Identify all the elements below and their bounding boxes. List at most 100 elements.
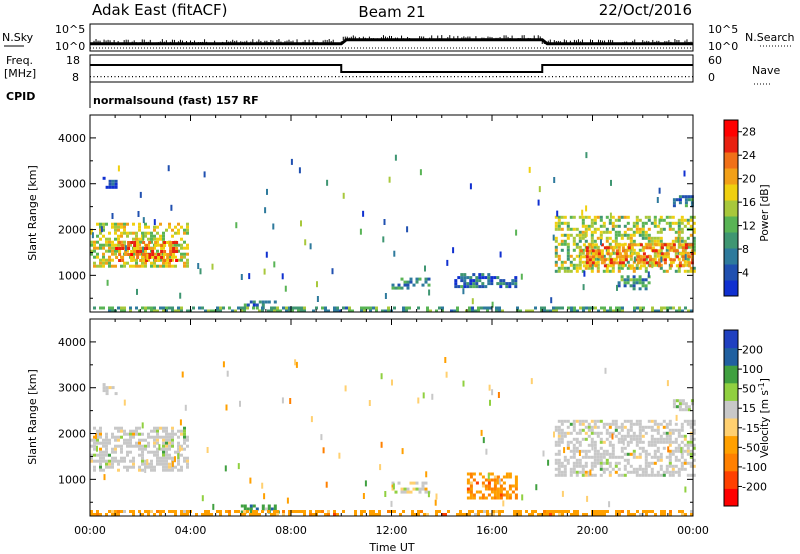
range-gate-cell	[180, 237, 183, 241]
range-gate-cell	[602, 224, 606, 228]
range-gate-cell	[681, 252, 685, 256]
range-gate-cell	[570, 306, 573, 310]
range-gate-cell	[468, 510, 471, 513]
range-gate-cell	[689, 224, 693, 228]
range-gate-cell	[264, 507, 268, 511]
range-gate-cell	[681, 258, 685, 262]
colorbar-cell	[724, 400, 738, 419]
range-gate-cell	[153, 306, 156, 310]
range-gate-cell	[471, 306, 474, 310]
colorbar-cell	[724, 120, 738, 137]
range-gate-cell	[162, 465, 165, 469]
range-gate-cell	[593, 230, 597, 234]
range-gate-cell	[612, 246, 616, 250]
range-gate-cell	[672, 201, 676, 205]
range-gate-cell	[611, 443, 615, 447]
range-gate-cell	[129, 435, 132, 439]
range-gate-cell	[635, 215, 639, 219]
range-gate-cell	[382, 236, 385, 243]
range-gate-cell	[171, 228, 174, 232]
range-gate-cell	[596, 419, 600, 423]
range-gate-cell	[422, 392, 425, 399]
range-gate-cell	[108, 510, 111, 513]
range-gate-cell	[662, 446, 666, 450]
range-gate-cell	[596, 236, 600, 240]
range-gate-cell	[690, 513, 693, 516]
range-gate-cell	[475, 276, 479, 280]
range-gate-cell	[114, 179, 118, 183]
range-gate-cell	[581, 251, 585, 255]
range-gate-cell	[183, 438, 186, 442]
range-gate-cell	[132, 258, 135, 262]
range-gate-cell	[177, 243, 180, 247]
range-gate-cell	[508, 484, 512, 488]
range-gate-cell	[484, 276, 488, 280]
range-gate-cell	[434, 499, 437, 506]
range-gate-cell	[668, 440, 672, 444]
range-gate-cell	[224, 465, 227, 472]
range-gate-cell	[677, 269, 681, 273]
colorbar-cell	[724, 453, 738, 472]
range-gate-cell	[111, 252, 114, 256]
range-gate-cell	[120, 447, 123, 451]
range-gate-cell	[124, 253, 128, 256]
range-gate-cell	[354, 513, 357, 516]
range-gate-cell	[400, 487, 404, 491]
range-gate-cell	[596, 452, 600, 456]
range-gate-cell	[587, 224, 591, 228]
range-gate-cell	[674, 230, 678, 234]
range-gate-cell	[466, 282, 470, 286]
range-gate-cell	[424, 481, 428, 485]
range-gate-cell	[680, 447, 683, 454]
range-gate-cell	[560, 215, 564, 219]
range-gate-cell	[672, 246, 676, 250]
range-gate-cell	[581, 215, 585, 219]
range-gate-cell	[421, 481, 425, 485]
range-gate-cell	[105, 222, 108, 226]
range-gate-cell	[659, 440, 663, 444]
range-gate-cell	[267, 507, 271, 511]
range-gate-cell	[255, 510, 258, 513]
range-gate-cell	[171, 255, 174, 259]
range-gate-cell	[456, 513, 459, 516]
range-gate-cell	[145, 259, 149, 262]
range-gate-cell	[135, 231, 138, 235]
range-gate-cell	[300, 306, 303, 310]
range-gate-cell	[162, 444, 165, 448]
range-gate-cell	[105, 438, 108, 442]
range-gate-cell	[605, 431, 609, 435]
range-gate-cell	[391, 379, 393, 386]
power-y-axis-label: Slant Range [km]	[26, 165, 39, 261]
range-gate-cell	[618, 252, 622, 256]
range-gate-cell	[654, 243, 658, 247]
range-gate-cell	[406, 283, 410, 287]
range-gate-cell	[665, 434, 669, 438]
range-gate-cell	[641, 233, 645, 237]
range-gate-cell	[618, 309, 621, 313]
range-gate-cell	[620, 278, 624, 282]
range-gate-cell	[177, 468, 180, 472]
range-gate-cell	[108, 261, 111, 265]
range-gate-cell	[663, 243, 667, 247]
range-gate-cell	[566, 242, 570, 246]
range-gate-cell	[282, 306, 285, 310]
range-gate-cell	[690, 399, 694, 403]
range-gate-cell	[481, 493, 485, 497]
range-gate-cell	[690, 261, 694, 265]
range-gate-cell	[123, 309, 126, 313]
range-gate-cell	[612, 258, 616, 262]
range-gate-cell	[144, 222, 147, 226]
range-gate-cell	[243, 504, 247, 508]
range-gate-cell	[246, 306, 249, 310]
range-gate-cell	[409, 277, 413, 281]
range-gate-cell	[117, 165, 120, 172]
range-gate-cell	[460, 279, 464, 283]
range-gate-cell	[414, 513, 417, 516]
range-gate-cell	[177, 306, 180, 310]
range-gate-cell	[621, 309, 624, 313]
range-gate-cell	[608, 464, 612, 468]
range-gate-cell	[563, 221, 567, 225]
range-gate-cell	[495, 309, 498, 313]
range-gate-cell	[566, 446, 570, 450]
range-gate-cell	[641, 284, 645, 288]
